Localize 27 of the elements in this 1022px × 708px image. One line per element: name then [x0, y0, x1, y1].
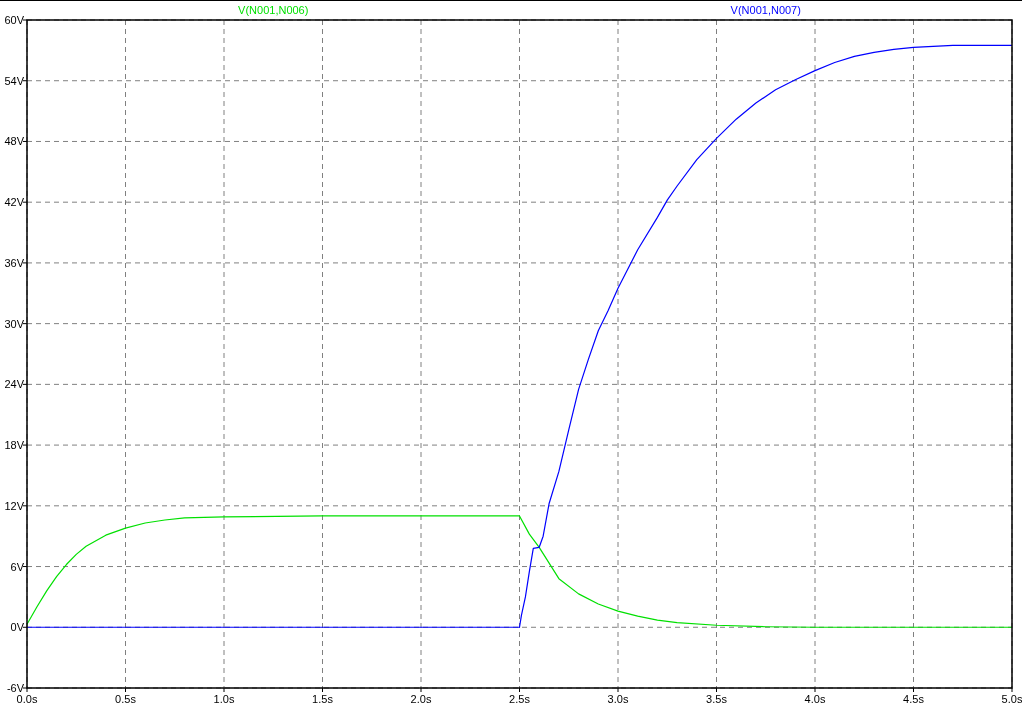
text: V(N001,N006): [238, 4, 309, 16]
x-tick-label: 4.0s: [804, 693, 826, 705]
x-tick-label: 0.5s: [115, 693, 137, 705]
x-tick-label: 5.0s: [1001, 693, 1022, 705]
x-tick-label: 3.0s: [607, 693, 629, 705]
y-tick-label: 30V: [4, 317, 25, 330]
x-tick-label: 1.0s: [213, 693, 235, 705]
y-tick-label: 36V: [4, 256, 25, 269]
x-tick-label: 1.5s: [312, 693, 334, 705]
line-series: [26, 44, 1013, 628]
y-tick-label: 12V: [4, 499, 25, 512]
x-tick-label: 2.5s: [509, 693, 531, 705]
y-tick-label: 24V: [4, 378, 25, 391]
y-tick-label: 42V: [4, 196, 25, 209]
x-tick-label: 4.5s: [903, 693, 925, 705]
x-tick-label: 0.0s: [16, 693, 38, 705]
text: V(N001,N007): [730, 4, 801, 16]
y-tick-label: 6V: [10, 560, 25, 573]
y-tick-label: 48V: [4, 135, 25, 148]
y-tick-label: 54V: [4, 74, 25, 87]
line-series: [26, 515, 1013, 628]
x-tick-label: 2.0s: [410, 693, 432, 705]
y-tick-label: -6V: [6, 682, 25, 694]
y-tick-label: 18V: [4, 439, 25, 452]
x-tick-label: 3.5s: [706, 693, 728, 705]
y-tick-label: 0V: [10, 621, 25, 634]
y-tick-label: 60V: [4, 14, 25, 26]
